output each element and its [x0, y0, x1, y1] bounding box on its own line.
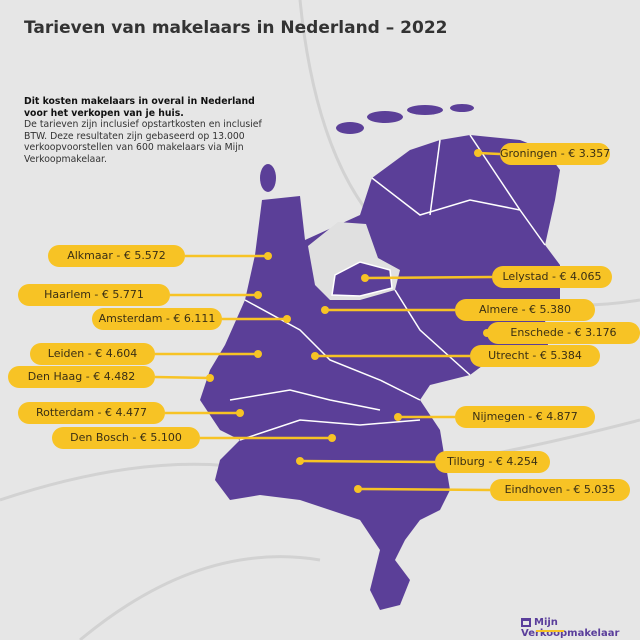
city-price-label: Haarlem - € 5.771 [18, 284, 170, 306]
city-price-label: Lelystad - € 4.065 [492, 266, 612, 288]
city-dot [394, 413, 402, 421]
connector-line [154, 375, 211, 380]
city-dot [328, 434, 336, 442]
logo-sign-icon [521, 618, 531, 627]
city-price-label: Den Haag - € 4.482 [8, 366, 155, 388]
city-price-label: Enschede - € 3.176 [487, 322, 640, 344]
page-title: Tarieven van makelaars in Nederland – 20… [24, 18, 448, 38]
city-dot [311, 352, 319, 360]
city-price-label: Tilburg - € 4.254 [435, 451, 550, 473]
connector-line [357, 487, 491, 492]
city-price-label: Groningen - € 3.357 [500, 143, 610, 165]
logo-text: Mijn Verkoopmakelaar [521, 617, 620, 639]
intro-body: De tarieven zijn inclusief opstartkosten… [24, 119, 262, 165]
city-dot [474, 149, 482, 157]
intro-heading: Dit kosten makelaars in overal in Nederl… [24, 96, 255, 119]
province-borders [229, 134, 546, 441]
city-price-label: Den Bosch - € 5.100 [52, 427, 200, 449]
city-price-label: Utrecht - € 5.384 [470, 345, 600, 367]
city-price-label: Alkmaar - € 5.572 [48, 245, 185, 267]
city-dot [296, 457, 304, 465]
city-dot [254, 291, 262, 299]
connector-line [299, 459, 436, 464]
mainland [200, 135, 560, 610]
city-price-label: Leiden - € 4.604 [30, 343, 155, 365]
logo: Mijn Verkoopmakelaar [521, 617, 640, 639]
wadden-islands [260, 104, 474, 192]
city-dot [264, 252, 272, 260]
city-dot [361, 274, 369, 282]
city-price-label: Nijmegen - € 4.877 [455, 406, 595, 428]
city-dot [321, 306, 329, 314]
connector-lines [154, 149, 640, 493]
city-price-label: Eindhoven - € 5.035 [490, 479, 630, 501]
city-price-label: Rotterdam - € 4.477 [18, 402, 165, 424]
connector-line [364, 275, 493, 280]
city-dot [354, 485, 362, 493]
city-price-label: Almere - € 5.380 [455, 299, 595, 321]
city-price-label: Amsterdam - € 6.111 [92, 308, 222, 330]
city-dot [283, 315, 291, 323]
intro-text: Dit kosten makelaars in overal in Nederl… [24, 96, 264, 165]
city-dot [236, 409, 244, 417]
city-dot [206, 374, 214, 382]
logo-underline [536, 630, 564, 632]
city-dot [254, 350, 262, 358]
